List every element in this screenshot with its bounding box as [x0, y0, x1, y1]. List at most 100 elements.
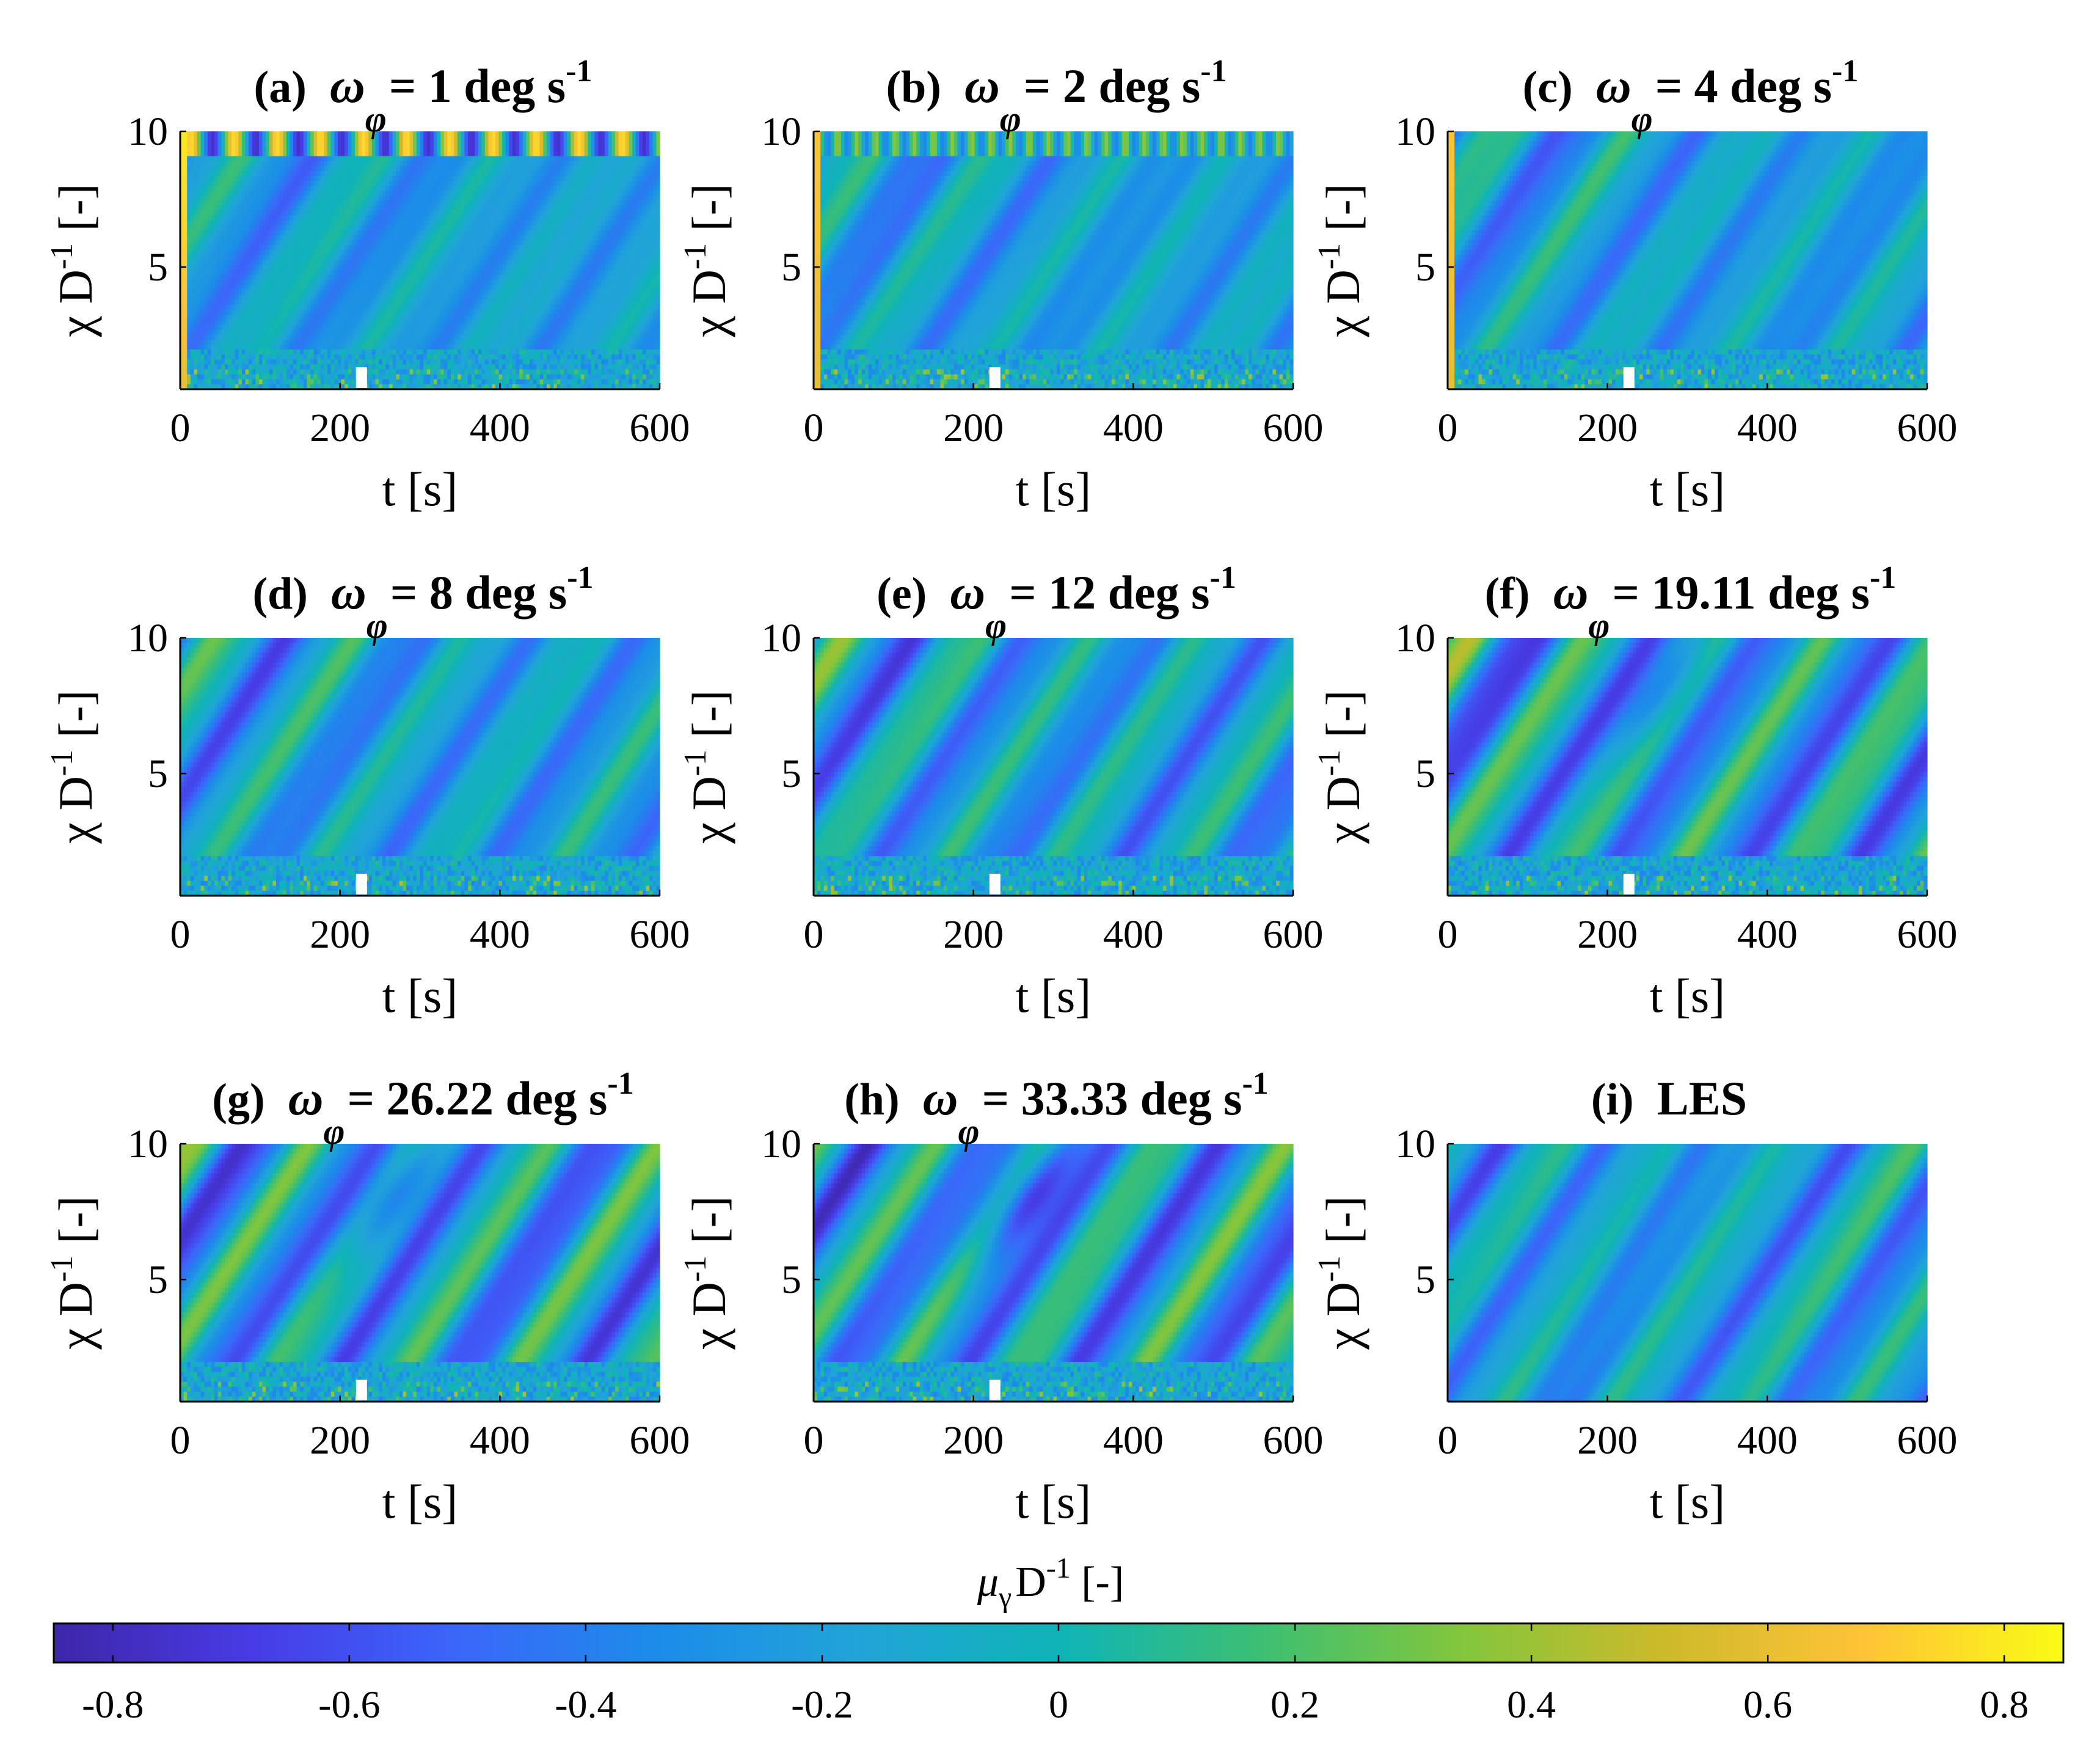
y-axis-label: χ D-1 [-]	[1312, 183, 1369, 337]
omega-symbol: ω	[288, 1072, 324, 1125]
x-tick-label: 400	[470, 912, 530, 957]
x-tick-label: 600	[1263, 912, 1324, 957]
y-tick-label: 10	[1395, 109, 1435, 154]
y-tick-label: 10	[128, 109, 168, 154]
y-axis-label: χ D-1 [-]	[678, 183, 735, 337]
y-axis-label-main: χ D	[682, 1282, 735, 1350]
colorbar-tick-label: -0.4	[555, 1683, 616, 1726]
y-axis-label-sup: -1	[1312, 243, 1347, 269]
omega-value: = 8 deg s	[390, 566, 567, 619]
panel-title: (c) ωφ= 4 deg s-1	[1523, 54, 1859, 139]
panel-tag: (a)	[254, 62, 307, 112]
x-axis-label: t [s]	[382, 969, 458, 1022]
y-axis-label-sup: -1	[1312, 750, 1347, 776]
x-axis-label: t [s]	[1016, 463, 1091, 516]
y-tick-label: 10	[1395, 1122, 1435, 1166]
heatmap-cells	[1448, 1144, 1928, 1402]
y-tick-label: 10	[1395, 616, 1435, 660]
panel-value: LES	[1657, 1072, 1747, 1125]
colorbar-tick-label: 0	[1049, 1683, 1068, 1726]
panel-tag: (f)	[1485, 569, 1530, 619]
x-tick-label: 0	[804, 406, 824, 450]
missing-data-patch	[356, 367, 367, 388]
x-tick-label: 200	[943, 912, 1004, 957]
x-axis-label: t [s]	[1650, 463, 1725, 516]
y-axis-label-sup: -1	[1312, 1256, 1347, 1282]
x-tick-label: 600	[630, 1418, 690, 1463]
missing-data-patch	[990, 367, 1001, 388]
missing-data-patch	[356, 874, 367, 894]
heatmap-cells	[180, 131, 660, 390]
x-tick-label: 0	[804, 1418, 824, 1463]
missing-data-patch	[1624, 874, 1635, 894]
colorbar-label: μγD-1 [-]	[977, 1552, 1124, 1614]
y-axis-label-main: χ D	[49, 1282, 102, 1350]
y-axis-label-unit: [-]	[682, 1196, 735, 1255]
panel-title: (e) ωφ= 12 deg s-1	[877, 560, 1236, 646]
missing-data-patch	[356, 1380, 367, 1400]
x-tick-label: 600	[1263, 1418, 1324, 1463]
panel-title: (i) LES	[1591, 1072, 1747, 1125]
colorbar-label-rest: D	[1015, 1559, 1046, 1606]
panel-tag: (d)	[252, 569, 307, 619]
colorbar-tick-label: -0.6	[318, 1683, 380, 1726]
colorbar-tick-label: 0.8	[1980, 1683, 2029, 1726]
y-axis-label-unit: [-]	[49, 1196, 102, 1255]
panel-title: (g) ωφ= 26.22 deg s-1	[212, 1066, 633, 1152]
colorbar-tick-label: -0.8	[82, 1683, 144, 1726]
heatmap-cells	[180, 1144, 660, 1402]
y-tick-label: 5	[148, 752, 168, 796]
colorbar-label-sub: γ	[998, 1581, 1012, 1614]
x-tick-label: 0	[170, 406, 191, 450]
x-tick-label: 0	[804, 912, 824, 957]
x-tick-label: 0	[1438, 406, 1458, 450]
omega-subscript: φ	[1588, 605, 1610, 646]
x-tick-label: 600	[1897, 1418, 1958, 1463]
panel-title: (h) ωφ= 33.33 deg s-1	[844, 1066, 1269, 1152]
heatmap-cells	[1448, 638, 1928, 896]
omega-subscript: φ	[958, 1111, 980, 1152]
y-tick-label: 5	[148, 1257, 168, 1302]
omega-unit-sup: -1	[1210, 560, 1236, 595]
panel-title: (a) ωφ= 1 deg s-1	[254, 54, 592, 139]
x-axis-label: t [s]	[382, 1475, 458, 1528]
y-axis-label-unit: [-]	[1316, 690, 1369, 749]
y-axis-label-main: χ D	[49, 776, 102, 844]
colorbar-label-main: μ	[977, 1559, 999, 1606]
y-axis-label-sup: -1	[45, 750, 79, 776]
omega-subscript: φ	[365, 99, 387, 139]
omega-unit-sup: -1	[1242, 1066, 1268, 1101]
omega-value: = 1 deg s	[389, 59, 566, 112]
heatmap-cells	[1448, 131, 1928, 390]
y-axis-label-unit: [-]	[682, 690, 735, 749]
y-axis-label: χ D-1 [-]	[45, 690, 102, 844]
missing-data-patch	[1624, 367, 1635, 388]
omega-value: = 33.33 deg s	[982, 1072, 1242, 1125]
y-tick-label: 5	[148, 245, 168, 290]
panel-tag: (e)	[877, 569, 927, 619]
y-axis-label-unit: [-]	[49, 183, 102, 243]
omega-unit-sup: -1	[567, 560, 593, 595]
x-axis-label: t [s]	[382, 463, 458, 516]
omega-subscript: φ	[323, 1111, 345, 1152]
x-tick-label: 600	[630, 406, 690, 450]
heatmap-cells	[180, 638, 660, 896]
y-tick-label: 10	[128, 616, 168, 660]
x-tick-label: 400	[1737, 406, 1798, 450]
x-axis-label: t [s]	[1016, 969, 1091, 1022]
x-tick-label: 0	[1438, 912, 1458, 957]
omega-symbol: ω	[950, 566, 985, 620]
x-tick-label: 400	[470, 1418, 530, 1463]
x-tick-label: 400	[1103, 1418, 1164, 1463]
y-axis-label-unit: [-]	[49, 690, 102, 749]
omega-unit-sup: -1	[1200, 54, 1227, 89]
x-axis-label: t [s]	[1650, 969, 1725, 1022]
colorbar-tick-label: 0.4	[1507, 1683, 1556, 1726]
